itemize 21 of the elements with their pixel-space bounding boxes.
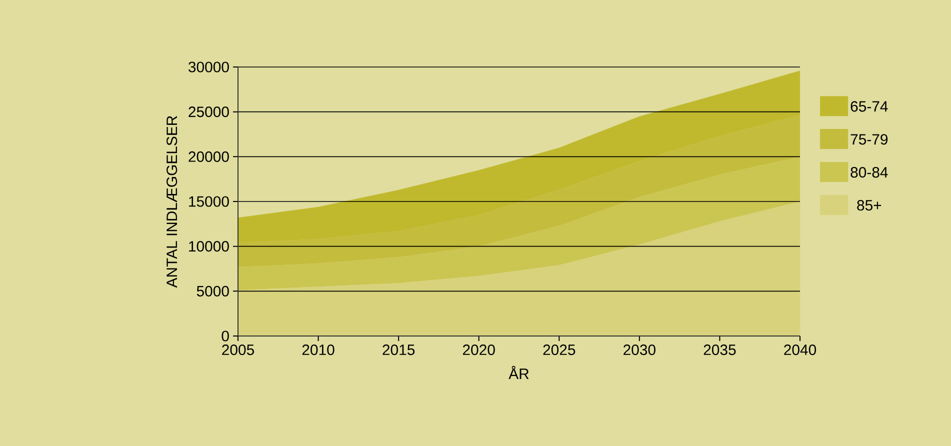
x-tick-label: 2040 <box>784 344 816 356</box>
x-tick-label: 2005 <box>222 344 254 356</box>
y-tick-label: 30000 <box>188 62 229 72</box>
x-tick-label: 2035 <box>704 344 736 356</box>
x-tick-label: 2025 <box>543 344 576 356</box>
x-tick-label: 2015 <box>382 344 415 356</box>
legend-label: 85+ <box>857 200 882 211</box>
legend-label: 80-84 <box>850 167 888 178</box>
y-tick-label: 20000 <box>188 151 229 162</box>
legend-label: 65-74 <box>850 101 888 112</box>
y-axis-title: ANTAL INDLÆGGELSER <box>166 116 178 288</box>
y-tick-label: 5000 <box>196 286 229 296</box>
y-tick-label: 15000 <box>189 196 229 207</box>
y-tick-label: 0 <box>222 330 229 342</box>
y-tick-label: 10000 <box>189 241 229 252</box>
x-tick-label: 2010 <box>302 344 334 356</box>
x-tick-label: 2020 <box>462 344 495 356</box>
x-axis-title: ÅR <box>508 366 529 379</box>
legend-label: 75-79 <box>850 134 888 145</box>
x-tick-label: 2030 <box>624 344 656 356</box>
y-tick-label: 25000 <box>188 106 229 118</box>
